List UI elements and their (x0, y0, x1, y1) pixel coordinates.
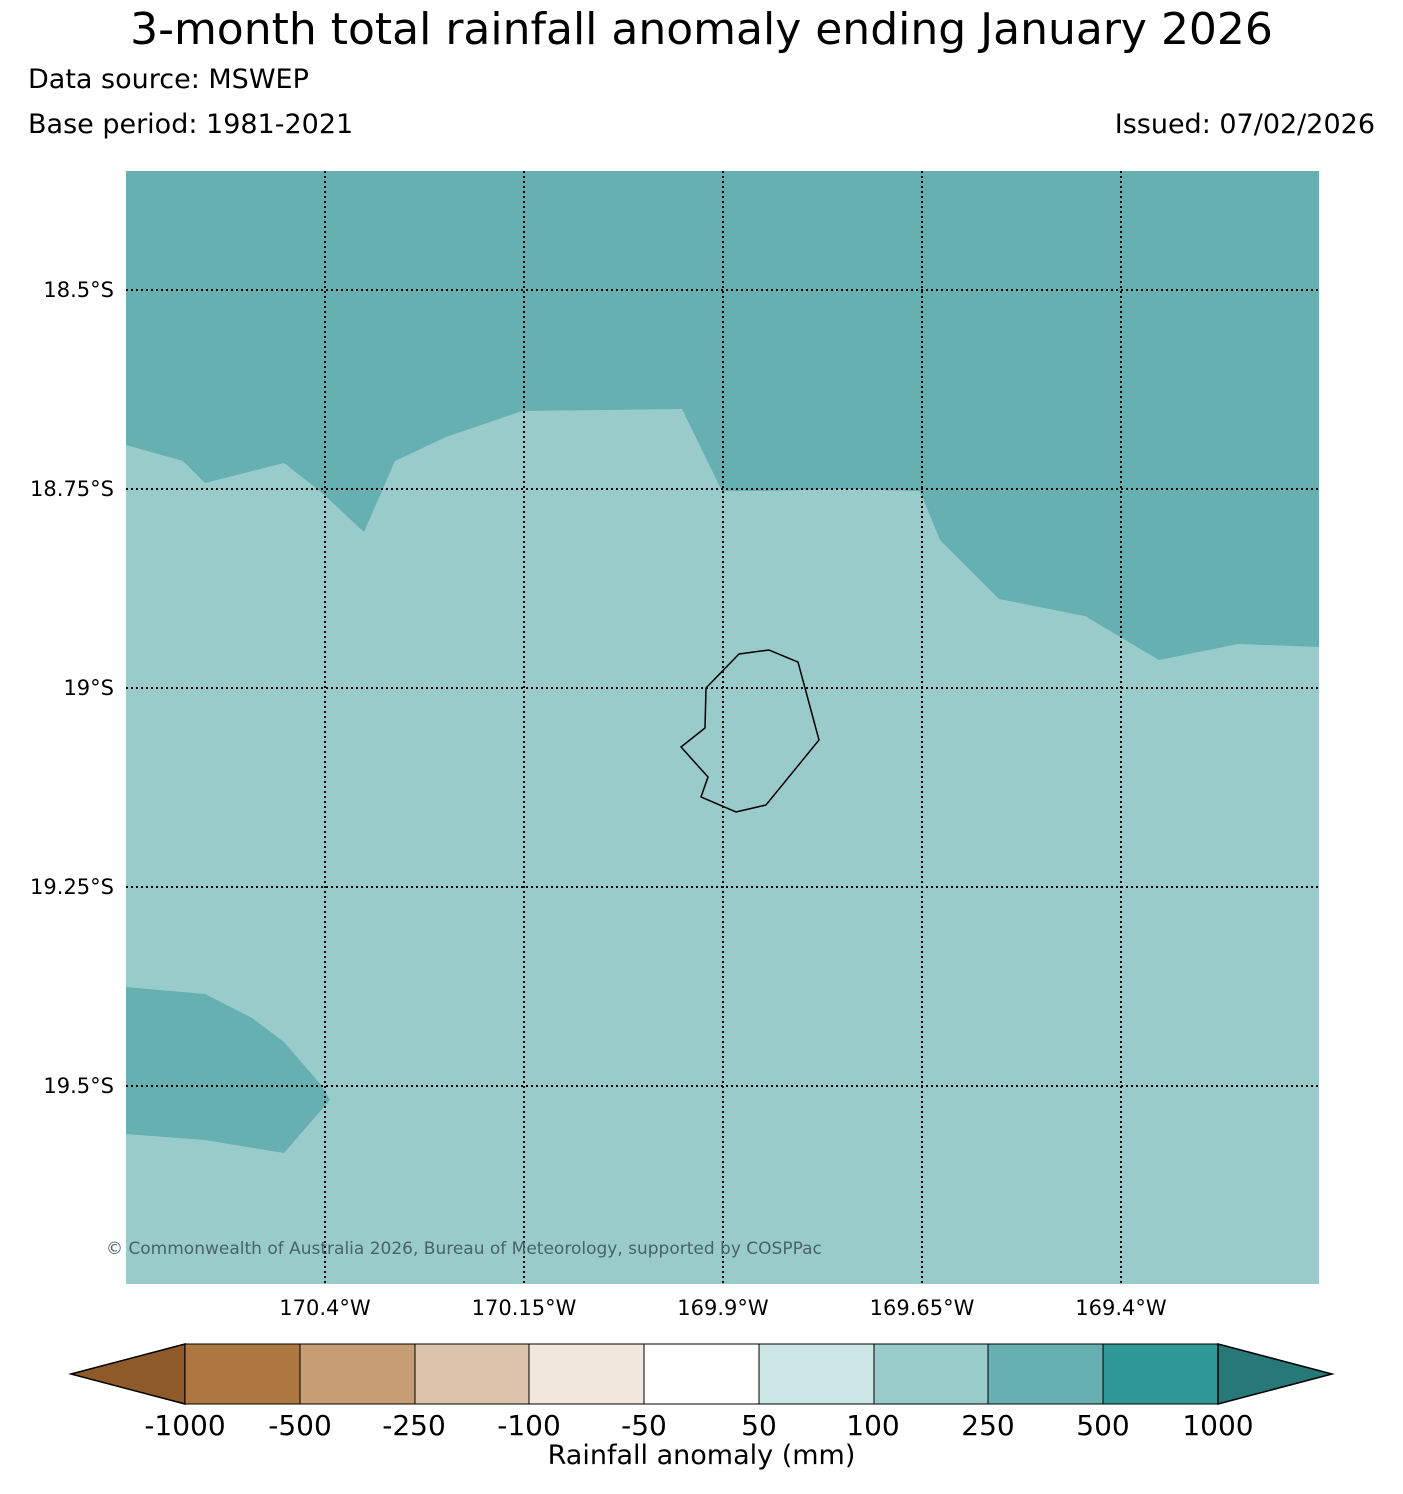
colorbar-swatch-50-100 (758, 1343, 875, 1405)
colorbar-label: Rainfall anomaly (mm) (547, 1440, 856, 1471)
colorbar-tick: -1000 (144, 1409, 226, 1442)
lon-label-170-15: 170.15°W (471, 1296, 577, 1320)
lat-label-19-5: 19.5°S (43, 1074, 114, 1098)
colorbar-tick: -250 (382, 1409, 446, 1442)
colorbar-tick: -50 (621, 1409, 667, 1442)
colorbar-swatch-neg100-neg50 (528, 1343, 645, 1405)
issued-date: Issued: 07/02/2026 (1114, 109, 1375, 140)
base-period: Base period: 1981-2021 (28, 109, 354, 140)
anomaly-region-north-250-500 (126, 171, 1319, 660)
colorbar-extend-low (68, 1343, 186, 1405)
colorbar-swatch-neg50-50 (643, 1343, 760, 1405)
lat-label-18-75: 18.75°S (30, 477, 114, 501)
lat-label-19: 19°S (63, 676, 114, 700)
colorbar-swatch-neg500-neg250 (299, 1343, 416, 1405)
lon-label-170-4: 170.4°W (279, 1296, 371, 1320)
anomaly-region-southwest-250-500 (126, 987, 330, 1153)
colorbar (68, 1343, 1335, 1405)
colorbar-tick: 500 (1076, 1409, 1130, 1442)
data-source: Data source: MSWEP (28, 64, 309, 95)
colorbar-tick: 50 (741, 1409, 777, 1442)
colorbar-tick: 1000 (1182, 1409, 1254, 1442)
map-title: 3-month total rainfall anomaly ending Ja… (130, 4, 1273, 55)
colorbar-swatch-100-250 (873, 1343, 989, 1405)
lon-label-169-9: 169.9°W (677, 1296, 769, 1320)
colorbar-extend-high (1217, 1343, 1335, 1405)
colorbar-tick: 250 (961, 1409, 1015, 1442)
colorbar-swatch-250-500 (987, 1343, 1104, 1405)
lat-label-18-5: 18.5°S (43, 278, 114, 302)
colorbar-tick: -100 (497, 1409, 561, 1442)
colorbar-swatch-neg250-neg100 (414, 1343, 530, 1405)
lon-label-169-65: 169.65°W (869, 1296, 975, 1320)
colorbar-tick: 100 (846, 1409, 900, 1442)
colorbar-swatch-neg1000-neg500 (184, 1343, 301, 1405)
lon-label-169-4: 169.4°W (1075, 1296, 1167, 1320)
niue-coastline (679, 649, 820, 813)
map-panel (126, 171, 1319, 1284)
colorbar-tick: -500 (268, 1409, 332, 1442)
colorbar-swatch-500-1000 (1102, 1343, 1219, 1405)
lon-gridlines (324, 171, 1122, 1284)
copyright-notice: © Commonwealth of Australia 2026, Bureau… (106, 1239, 822, 1259)
lat-label-19-25: 19.25°S (30, 875, 114, 899)
